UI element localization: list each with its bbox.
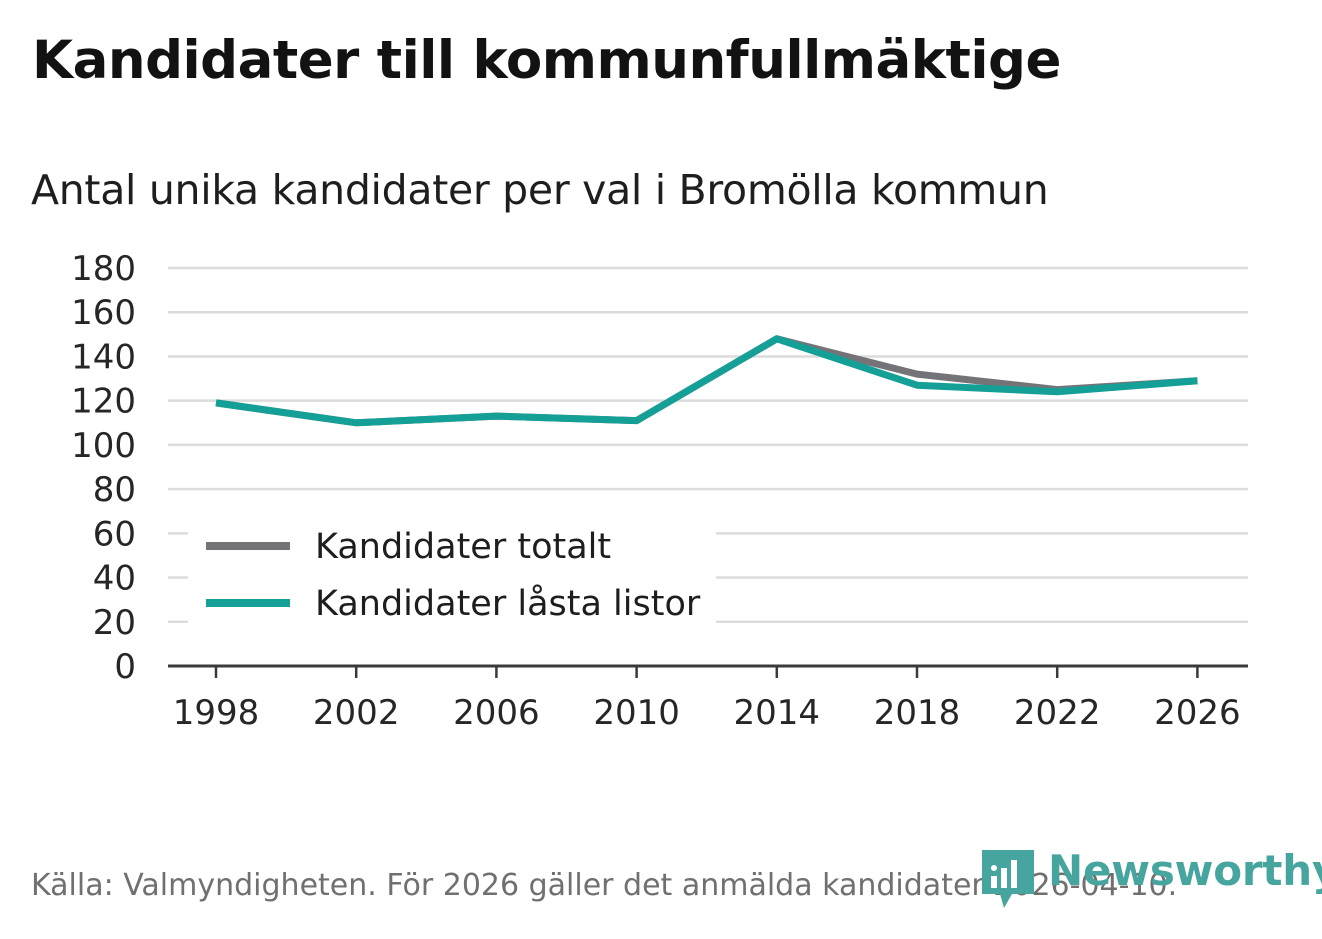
chart-title: Kandidater till kommunfullmäktige (32, 30, 1061, 91)
y-tick-label: 100 (71, 426, 136, 466)
chart-subtitle: Antal unika kandidater per val i Bromöll… (31, 166, 1049, 214)
x-axis: 1998 2002 2006 2010 2014 2018 2022 2026 (168, 664, 1248, 733)
series-line-locked (215, 335, 1198, 427)
y-tick-label: 40 (93, 559, 136, 599)
newsworthy-logo-icon (982, 850, 1034, 908)
logo-text: Newsworthy (1048, 846, 1322, 895)
x-tick-label: 2014 (734, 693, 821, 733)
x-tick-label: 1998 (173, 693, 260, 733)
series-lines (215, 335, 1198, 427)
y-tick-label: 80 (93, 470, 136, 510)
x-tick-label: 2006 (453, 693, 540, 733)
newsworthy-logo: Newsworthy (982, 846, 1322, 912)
y-tick-label: 20 (93, 603, 136, 643)
y-tick-label: 0 (114, 647, 136, 687)
x-tick-label: 2010 (593, 693, 680, 733)
y-tick-label: 60 (93, 514, 136, 554)
legend: Kandidater totalt Kandidater låsta listor (188, 520, 716, 624)
y-tick-label: 180 (71, 249, 136, 289)
y-tick-label: 140 (71, 337, 136, 377)
y-tick-label: 160 (71, 293, 136, 333)
legend-item-total-label: Kandidater totalt (315, 527, 611, 567)
x-tick-label: 2026 (1154, 693, 1241, 733)
legend-item-locked-label: Kandidater låsta listor (315, 583, 701, 624)
x-tick-label: 2018 (874, 693, 961, 733)
y-tick-label: 120 (71, 382, 136, 422)
x-tick-label: 2022 (1014, 693, 1101, 733)
x-tick-label: 2002 (313, 693, 400, 733)
